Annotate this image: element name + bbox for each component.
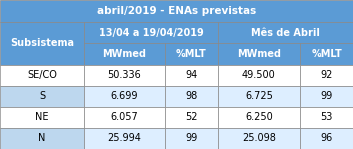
Bar bbox=[0, 128, 84, 149]
Bar bbox=[165, 86, 218, 107]
Text: 99: 99 bbox=[321, 91, 333, 101]
Bar bbox=[218, 128, 300, 149]
Bar bbox=[84, 65, 165, 86]
Text: N: N bbox=[38, 134, 46, 143]
Text: 53: 53 bbox=[320, 112, 333, 122]
Bar bbox=[218, 22, 353, 44]
Bar bbox=[165, 128, 218, 149]
Bar bbox=[84, 44, 165, 65]
Text: 13/04 a 19/04/2019: 13/04 a 19/04/2019 bbox=[98, 28, 203, 38]
Text: 94: 94 bbox=[185, 70, 197, 80]
Text: MWmed: MWmed bbox=[237, 49, 281, 59]
Text: %MLT: %MLT bbox=[311, 49, 342, 59]
Text: 98: 98 bbox=[185, 91, 197, 101]
Text: 96: 96 bbox=[321, 134, 333, 143]
Bar bbox=[300, 44, 353, 65]
Bar bbox=[0, 22, 84, 65]
Bar bbox=[300, 86, 353, 107]
Text: 49.500: 49.500 bbox=[242, 70, 276, 80]
Bar bbox=[0, 65, 84, 86]
Text: MWmed: MWmed bbox=[102, 49, 146, 59]
Bar bbox=[300, 107, 353, 128]
Text: SE/CO: SE/CO bbox=[27, 70, 57, 80]
Bar bbox=[218, 44, 300, 65]
Text: 99: 99 bbox=[185, 134, 197, 143]
Text: S: S bbox=[39, 91, 45, 101]
Text: 6.699: 6.699 bbox=[111, 91, 138, 101]
Bar bbox=[218, 107, 300, 128]
Bar bbox=[84, 107, 165, 128]
Bar bbox=[218, 86, 300, 107]
Bar bbox=[218, 65, 300, 86]
Text: 50.336: 50.336 bbox=[108, 70, 142, 80]
Text: %MLT: %MLT bbox=[176, 49, 207, 59]
Text: abril/2019 - ENAs previstas: abril/2019 - ENAs previstas bbox=[97, 6, 256, 16]
Bar bbox=[0, 107, 84, 128]
Text: NE: NE bbox=[35, 112, 49, 122]
Text: 52: 52 bbox=[185, 112, 197, 122]
Text: 6.250: 6.250 bbox=[245, 112, 273, 122]
Bar bbox=[0, 86, 84, 107]
Bar bbox=[165, 107, 218, 128]
Text: 6.057: 6.057 bbox=[110, 112, 138, 122]
Bar bbox=[300, 65, 353, 86]
Text: 6.725: 6.725 bbox=[245, 91, 273, 101]
Bar bbox=[84, 86, 165, 107]
Text: Mês de Abril: Mês de Abril bbox=[251, 28, 320, 38]
Text: 92: 92 bbox=[320, 70, 333, 80]
Text: Subsistema: Subsistema bbox=[10, 38, 74, 48]
Text: 25.994: 25.994 bbox=[108, 134, 142, 143]
Bar bbox=[165, 65, 218, 86]
Bar bbox=[165, 44, 218, 65]
Text: 25.098: 25.098 bbox=[242, 134, 276, 143]
Bar bbox=[0, 0, 353, 22]
Bar bbox=[84, 22, 218, 44]
Bar bbox=[84, 128, 165, 149]
Bar bbox=[300, 128, 353, 149]
